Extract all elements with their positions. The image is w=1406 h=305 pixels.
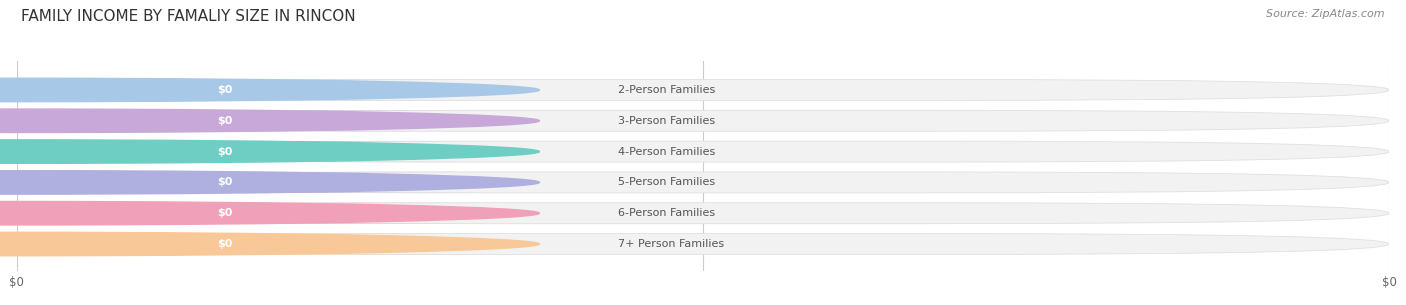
Circle shape — [0, 109, 540, 132]
FancyBboxPatch shape — [17, 172, 1389, 193]
Circle shape — [0, 78, 540, 102]
Text: 6-Person Families: 6-Person Families — [617, 208, 714, 218]
Text: 2-Person Families: 2-Person Families — [617, 85, 716, 95]
Text: Source: ZipAtlas.com: Source: ZipAtlas.com — [1267, 9, 1385, 19]
Circle shape — [0, 202, 540, 225]
FancyBboxPatch shape — [17, 80, 1389, 100]
Text: $0: $0 — [217, 239, 232, 249]
FancyBboxPatch shape — [0, 172, 484, 193]
FancyBboxPatch shape — [0, 110, 484, 131]
Text: 3-Person Families: 3-Person Families — [617, 116, 714, 126]
Text: 4-Person Families: 4-Person Families — [617, 147, 716, 156]
FancyBboxPatch shape — [0, 203, 484, 224]
Text: $0: $0 — [217, 85, 232, 95]
Circle shape — [0, 140, 540, 163]
FancyBboxPatch shape — [0, 141, 484, 162]
Text: 7+ Person Families: 7+ Person Families — [617, 239, 724, 249]
Text: $0: $0 — [217, 178, 232, 187]
Text: $0: $0 — [217, 116, 232, 126]
FancyBboxPatch shape — [0, 234, 484, 254]
Circle shape — [0, 171, 540, 194]
Text: FAMILY INCOME BY FAMALIY SIZE IN RINCON: FAMILY INCOME BY FAMALIY SIZE IN RINCON — [21, 9, 356, 24]
FancyBboxPatch shape — [17, 203, 1389, 224]
FancyBboxPatch shape — [17, 234, 1389, 254]
FancyBboxPatch shape — [17, 110, 1389, 131]
Text: $0: $0 — [217, 147, 232, 156]
Text: $0: $0 — [217, 208, 232, 218]
Circle shape — [0, 232, 540, 256]
FancyBboxPatch shape — [17, 141, 1389, 162]
FancyBboxPatch shape — [0, 80, 484, 100]
Text: 5-Person Families: 5-Person Families — [617, 178, 714, 187]
